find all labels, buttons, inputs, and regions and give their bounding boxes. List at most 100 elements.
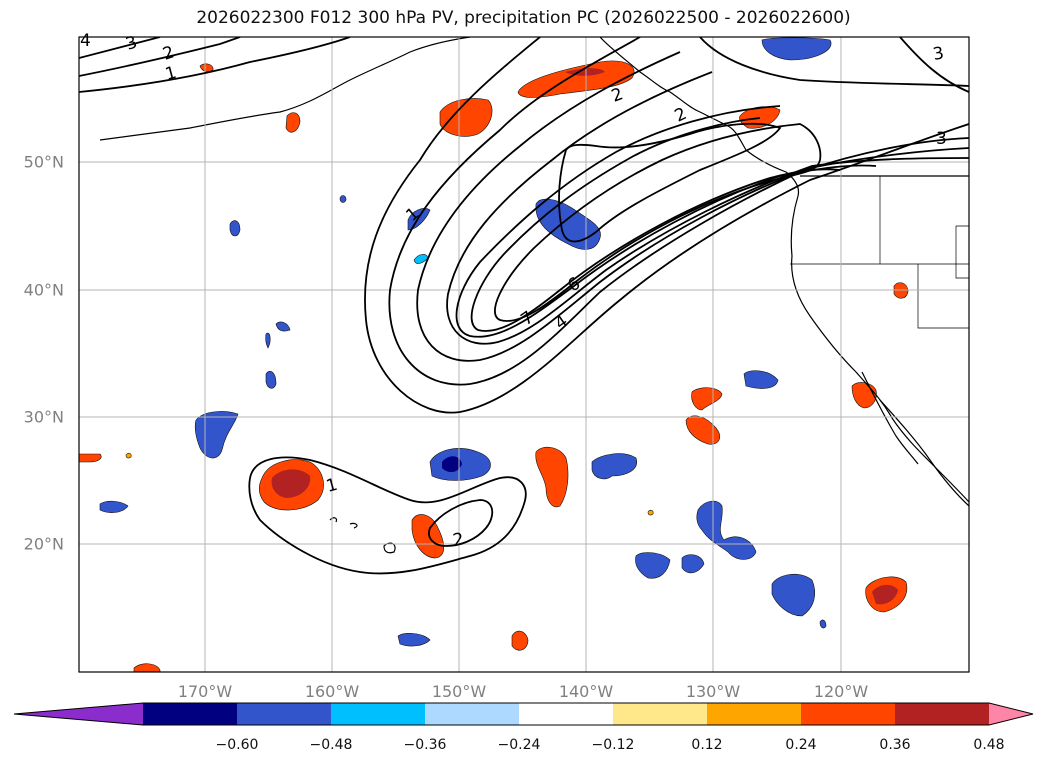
contour-label-group: 4 3 2 1 2 3 2 6 7 4 1 1 2 3 <box>80 31 947 551</box>
colorbar <box>13 702 1034 726</box>
colorbar-extend-high <box>989 703 1033 725</box>
colorbar-extend-low <box>14 703 143 725</box>
precip-negative-blob <box>591 453 637 480</box>
pv-ridge-4 <box>446 71 969 345</box>
precip-positive-blob <box>439 98 493 137</box>
colorbar-segment <box>237 703 332 725</box>
precip-positive-blob <box>535 446 569 508</box>
contour-label: 2 <box>451 529 465 551</box>
pv-contours <box>79 37 969 575</box>
pv-ridge-2 <box>388 37 969 386</box>
colorbar-tick-label: −0.12 <box>591 737 635 753</box>
precip-positive-blob <box>517 60 635 98</box>
pv-contour-2-north <box>79 37 241 77</box>
pv-cutoff-1 <box>248 456 527 575</box>
lon-label-130w: 130°W <box>685 682 741 701</box>
precip-negative-blob <box>194 411 239 459</box>
colorbar-tick-label: 0.24 <box>785 737 817 753</box>
contour-label: 2 <box>672 104 690 127</box>
pv-ridge-7 <box>494 123 822 322</box>
precip-negative-blob <box>99 500 129 513</box>
us-west-coast <box>790 195 969 503</box>
precip-negative-blob <box>339 195 347 203</box>
lat-label-50n: 50°N <box>23 152 64 172</box>
alaska-coast <box>599 37 800 197</box>
baja-peninsula <box>861 371 919 465</box>
colorbar-outline <box>13 702 1034 726</box>
state-border <box>955 225 969 279</box>
precip-positive-blob <box>691 387 723 411</box>
pv-contour-2-ne <box>699 37 969 87</box>
lon-label-150w: 150°W <box>431 682 487 701</box>
hawaii-islands <box>329 517 396 554</box>
colorbar-segment <box>613 703 708 725</box>
colorbar-tick-label: −0.24 <box>497 737 541 753</box>
precip-positive-blob <box>411 514 445 559</box>
lon-label-170w: 170°W <box>177 682 233 701</box>
precip-positive-blob <box>511 630 529 651</box>
mexico-mainland-coast <box>879 399 969 507</box>
precip-positive-blob <box>851 382 877 409</box>
precip-negative-core <box>442 456 462 473</box>
colorbar-segment <box>519 703 614 725</box>
pv-contour-3-ne <box>899 37 969 93</box>
contour-label: 2 <box>160 42 176 64</box>
precip-positive-dot <box>125 452 132 459</box>
contour-label: 3 <box>931 43 945 65</box>
precip-negative-blob <box>819 619 827 629</box>
colorbar-tick-label: −0.48 <box>309 737 353 753</box>
map-frame <box>78 36 970 673</box>
graticule <box>79 37 969 672</box>
contour-label: 3 <box>936 129 947 149</box>
colorbar-segment <box>425 703 520 725</box>
precip-negative-blob <box>743 370 779 389</box>
precip-negative-blob <box>397 633 431 647</box>
lon-label-120w: 120°W <box>813 682 869 701</box>
pv-inner-lobe <box>558 122 782 243</box>
pv-contour-3-north <box>79 37 161 59</box>
map-title: 2026022300 F012 300 hPa PV, precipitatio… <box>196 8 851 28</box>
colorbar-tick-label: 0.12 <box>691 737 723 753</box>
lat-label-40n: 40°N <box>23 280 64 300</box>
contour-label: 1 <box>324 475 340 497</box>
precip-negative-blob <box>265 332 271 349</box>
colorbar-segment <box>801 703 896 725</box>
precip-negative-blob <box>681 554 705 574</box>
contour-label: 1 <box>163 63 179 85</box>
precip-negative-blob <box>229 220 241 237</box>
precip-positive-core <box>271 469 311 498</box>
precip-negative-blob <box>535 198 601 250</box>
colorbar-segment <box>895 703 990 725</box>
precip-positive-blob <box>685 415 720 445</box>
precip-negative-blob <box>635 552 671 579</box>
lon-label-140w: 140°W <box>558 682 614 701</box>
precipitation-anomaly-fill <box>79 37 909 672</box>
precip-negative-blob <box>771 573 815 617</box>
pv-cutoff-2 <box>428 499 494 547</box>
precip-negative-blob <box>265 371 277 389</box>
pv-contour-1-north <box>79 37 351 93</box>
precip-negative-blob <box>275 321 291 332</box>
lon-label-160w: 160°W <box>304 682 360 701</box>
precip-positive-core <box>872 584 898 605</box>
precip-negative-blob <box>761 37 832 61</box>
colorbar-tick-label: 0.48 <box>973 737 1005 753</box>
precip-positive-blob <box>285 112 301 133</box>
colorbar-tick-label: 0.36 <box>879 737 911 753</box>
pv-ridge-3 <box>416 51 969 362</box>
precip-negative-blob <box>696 500 757 560</box>
lat-label-20n: 20°N <box>23 534 64 554</box>
colorbar-tick-label: −0.36 <box>403 737 447 753</box>
precip-positive-dot <box>647 509 654 516</box>
aleutian-chain <box>99 37 471 141</box>
precip-positive-blob <box>133 663 161 672</box>
precip-positive-blob <box>199 63 214 72</box>
pv-ridge-6 <box>470 117 841 332</box>
precip-positive-blob <box>79 453 102 463</box>
contour-label: 2 <box>609 84 626 106</box>
colorbar-segment <box>331 703 426 725</box>
colorbar-segment <box>143 703 238 725</box>
coastlines <box>99 37 969 554</box>
colorbar-tick-label: −0.60 <box>215 737 259 753</box>
